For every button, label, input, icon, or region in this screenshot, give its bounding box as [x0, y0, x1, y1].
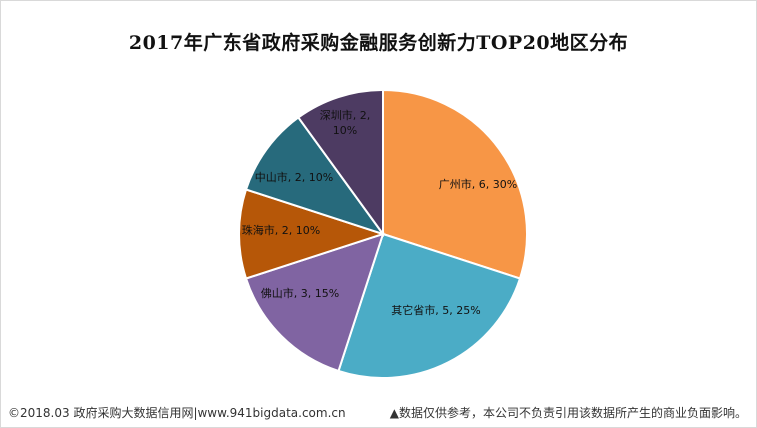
- pie-slice-1: [382, 88, 528, 280]
- slice-label-4: 珠海市, 2, 10%: [242, 223, 320, 237]
- slice-label-5: 中山市, 2, 10%: [255, 170, 333, 184]
- slice-label-2: 其它省市, 5, 25%: [391, 303, 480, 317]
- pie-slice-6: [296, 88, 384, 238]
- chart-title: 2017年广东省政府采购金融服务创新力TOP20地区分布: [128, 32, 629, 54]
- footer-copyright: ©2018.03 政府采购大数据信用网|www.941bigdata.com.c…: [8, 406, 346, 420]
- pie-slice-2: [337, 232, 522, 379]
- slice-label-6: 深圳市, 2, 10%: [320, 108, 371, 137]
- slice-label-3: 佛山市, 3, 15%: [261, 286, 339, 300]
- pie-slice-5: [244, 116, 386, 236]
- slice-label-1: 广州市, 6, 30%: [439, 177, 517, 191]
- footer-disclaimer: ▲数据仅供参考，本公司不负责引用该数据所产生的商业负面影响。: [389, 406, 747, 420]
- pie-slice-4: [238, 188, 387, 280]
